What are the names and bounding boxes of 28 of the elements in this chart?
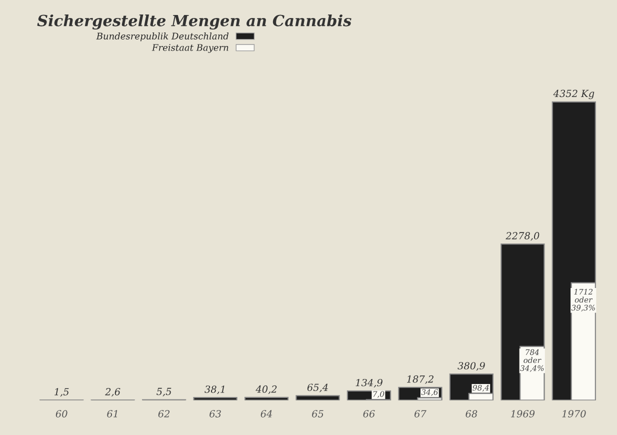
chart-title: Sichergestellte Mengen an Cannabis (37, 14, 352, 30)
data-label: 2278,0 (506, 232, 540, 241)
data-label: 187,2 (406, 375, 434, 384)
x-tick-label: 60 (56, 410, 68, 418)
data-label: 134,9 (356, 378, 382, 388)
bar (296, 395, 340, 400)
x-tick-label: 66 (363, 410, 375, 418)
data-label: 4352 Kg (553, 90, 594, 100)
bar (244, 396, 289, 400)
data-label: 2,6 (105, 388, 120, 397)
x-tick-label: 67 (414, 410, 426, 418)
legend-label: Freistaat Bayern (152, 44, 228, 53)
data-label: 380,9 (458, 362, 485, 371)
x-tick-label: 65 (312, 410, 324, 418)
x-tick-label: 62 (158, 410, 170, 418)
x-tick-label: 1969 (510, 410, 535, 418)
data-label: 40,2 (256, 385, 277, 394)
bar (193, 397, 238, 400)
data-label: 38,1 (204, 386, 224, 394)
data-label: 5,5 (156, 388, 172, 396)
data-label: 1,5 (54, 388, 69, 397)
x-tick-label: 63 (210, 410, 221, 418)
x-tick-label: 68 (466, 410, 478, 418)
data-label: 65,4 (307, 384, 328, 392)
x-tick-label: 1970 (562, 410, 586, 418)
x-tick-label: 61 (107, 410, 118, 418)
legend-label: Bundesrepublik Deutschland (96, 32, 229, 42)
x-tick-label: 64 (260, 410, 272, 418)
